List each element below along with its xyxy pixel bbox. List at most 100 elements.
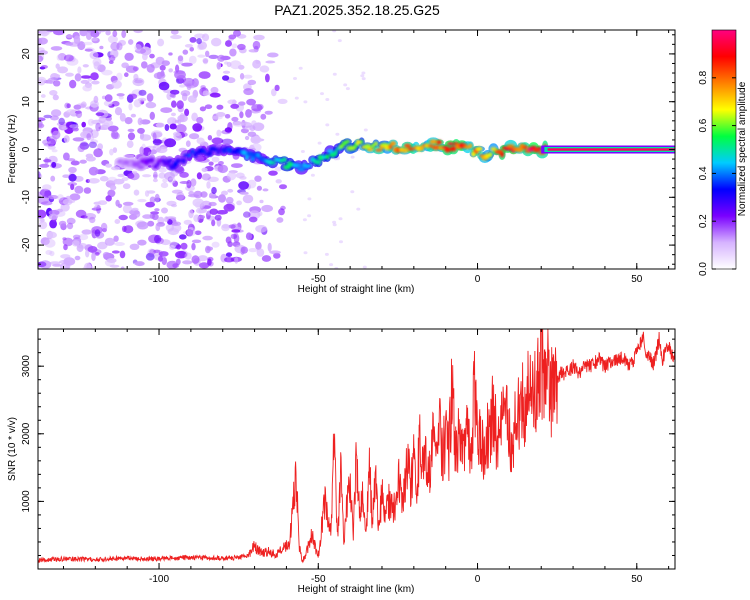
y-tick-label: 0	[21, 146, 32, 152]
noise-blob	[160, 107, 173, 113]
noise-blob	[58, 117, 65, 125]
noise-blob	[122, 204, 132, 214]
noise-blob	[218, 194, 226, 203]
noise-blob	[99, 175, 109, 182]
noise-blob	[69, 124, 79, 129]
ridge-core	[241, 149, 248, 156]
ridge-core	[250, 156, 255, 162]
snr-ylabel: SNR (10 * v/v)	[7, 417, 18, 481]
noise-blob	[255, 60, 261, 64]
noise-blob	[244, 135, 250, 141]
noise-blob	[196, 172, 202, 180]
ridge-core	[281, 157, 287, 163]
noise-blob	[243, 74, 253, 79]
noise-blob	[179, 171, 189, 178]
noise-blob	[44, 238, 56, 248]
noise-blob	[205, 50, 210, 57]
colorbar-tick-label: 0.4	[698, 166, 709, 180]
noise-blob	[191, 242, 196, 251]
noise-blob	[240, 121, 248, 125]
noise-blob	[245, 109, 252, 118]
noise-blob	[48, 135, 57, 145]
noise-blob	[119, 113, 126, 122]
ridge-core	[190, 149, 195, 154]
noise-blob	[229, 48, 237, 57]
noise-blob	[146, 64, 155, 73]
noise-blob	[198, 208, 207, 214]
noise-blob	[363, 128, 368, 132]
noise-blob	[38, 221, 48, 230]
noise-blob	[63, 54, 74, 62]
noise-blob	[68, 173, 77, 182]
noise-blob	[202, 57, 209, 64]
noise-blob	[293, 77, 297, 80]
noise-blob	[224, 114, 231, 119]
noise-blob	[145, 252, 155, 261]
noise-blob	[144, 190, 150, 197]
noise-blob	[161, 60, 170, 66]
y-tick-label: -20	[21, 237, 32, 252]
noise-blob	[80, 101, 87, 108]
noise-blob	[145, 201, 156, 208]
ridge-core	[308, 164, 312, 168]
noise-blob	[91, 207, 102, 211]
noise-blob	[198, 262, 210, 269]
noise-blob	[338, 217, 343, 221]
noise-blob	[185, 140, 191, 147]
y-tick-label: 2000	[21, 422, 32, 445]
noise-blob	[131, 207, 139, 212]
noise-blob	[67, 158, 76, 162]
noise-blob	[350, 190, 355, 194]
spectrogram-ylabel: Frequency (Hz)	[7, 115, 18, 184]
noise-blob	[279, 184, 287, 190]
noise-blob	[274, 84, 280, 92]
noise-blob	[124, 52, 134, 61]
noise-blob	[238, 181, 250, 190]
noise-blob	[158, 251, 169, 257]
noise-blob	[256, 248, 265, 257]
noise-blob	[228, 224, 236, 229]
noise-blob	[105, 195, 112, 202]
noise-blob	[80, 75, 92, 79]
ridge-core	[246, 151, 254, 157]
noise-blob	[356, 207, 361, 211]
tone-band-core	[547, 148, 675, 151]
noise-blob	[229, 60, 242, 70]
noise-blob	[176, 100, 184, 110]
noise-blob	[79, 30, 88, 37]
noise-blob	[247, 131, 257, 137]
noise-blob	[66, 222, 74, 230]
noise-blob	[230, 233, 238, 239]
noise-blob	[159, 64, 166, 71]
ridge-core	[488, 152, 493, 158]
noise-blob	[329, 263, 334, 267]
noise-blob	[85, 31, 92, 40]
noise-blob	[194, 33, 206, 39]
noise-blob	[189, 47, 194, 52]
noise-blob	[145, 101, 157, 109]
ridge-core	[135, 160, 141, 167]
snr-line	[38, 329, 675, 564]
ridge-core	[202, 149, 206, 154]
noise-blob	[128, 39, 134, 45]
noise-blob	[179, 84, 186, 88]
noise-blob	[88, 178, 100, 184]
ridge-core	[506, 144, 515, 148]
noise-blob	[231, 163, 243, 169]
ridge-core	[216, 151, 221, 155]
noise-blob	[169, 93, 175, 98]
noise-blob	[93, 148, 103, 158]
noise-blob	[122, 201, 134, 206]
noise-blob	[259, 65, 270, 73]
noise-blob	[128, 103, 133, 111]
noise-blob	[208, 201, 217, 207]
noise-blob	[225, 252, 233, 257]
noise-blob	[248, 248, 258, 253]
spectrogram-xlabel: Height of straight line (km)	[298, 284, 415, 295]
noise-blob	[325, 98, 330, 101]
noise-blob	[360, 74, 365, 78]
noise-blob	[89, 216, 96, 224]
noise-blob	[192, 123, 203, 132]
noise-blob	[127, 132, 136, 141]
